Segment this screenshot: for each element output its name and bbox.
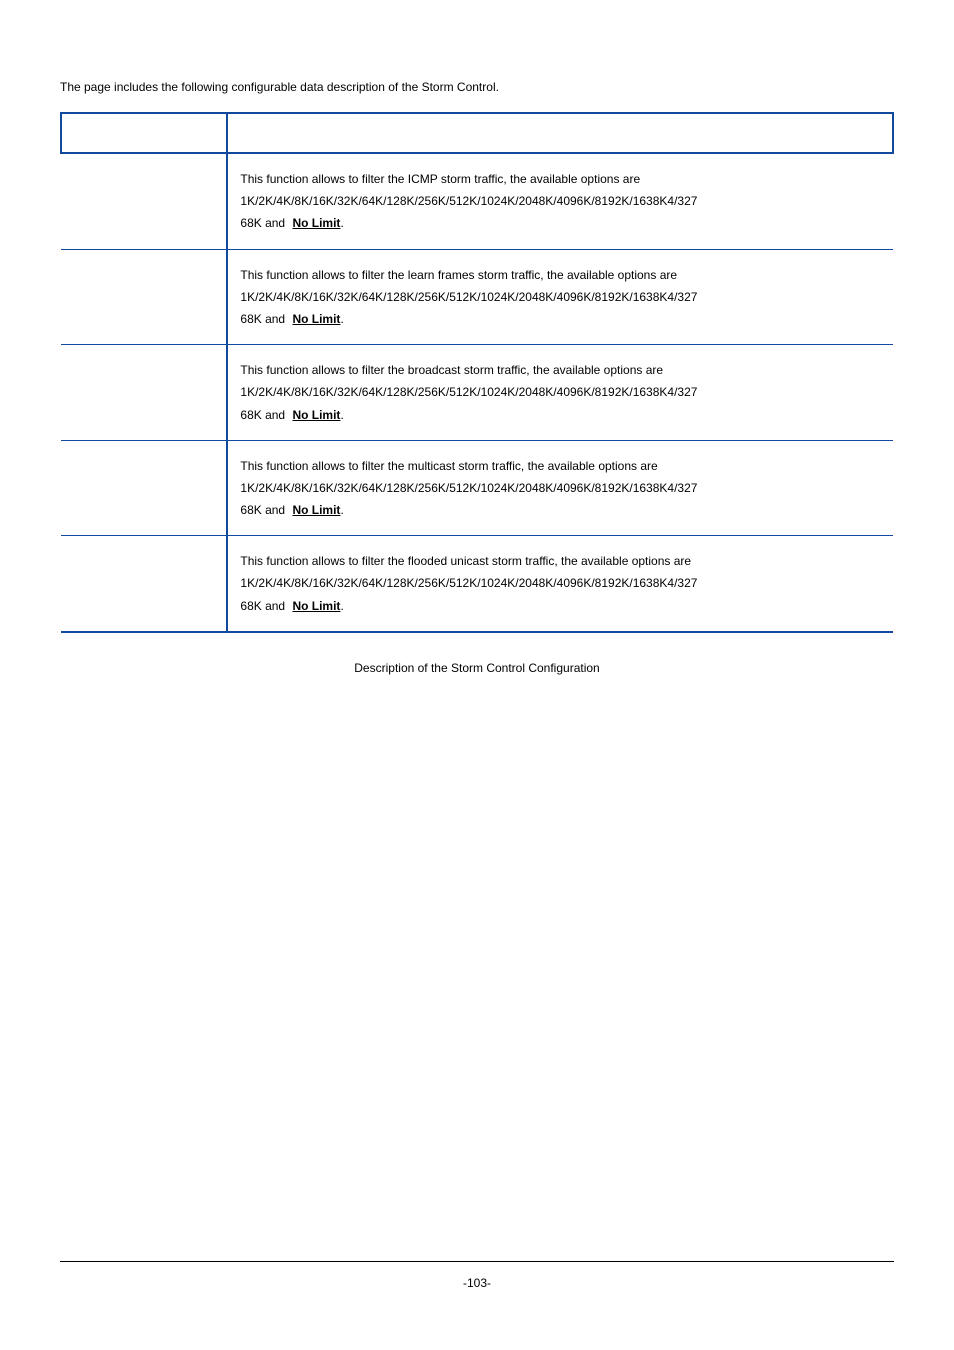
desc-line1: This function allows to filter the flood… xyxy=(240,554,691,568)
desc-line1: This function allows to filter the ICMP … xyxy=(240,172,640,186)
row-desc: This function allows to filter the multi… xyxy=(227,440,893,536)
no-limit-text: No Limit xyxy=(288,599,340,613)
row-label-broadcast: Broadcast Rate xyxy=(61,345,227,441)
desc-line3b: . xyxy=(340,216,343,230)
no-limit-text: No Limit xyxy=(288,408,340,422)
desc-line1: This function allows to filter the multi… xyxy=(240,459,657,473)
table-caption: Description of the Storm Control Configu… xyxy=(60,661,894,675)
desc-line3b: . xyxy=(340,408,343,422)
desc-line1: This function allows to filter the broad… xyxy=(240,363,663,377)
table-header-row: Object Description xyxy=(61,113,893,153)
table-row: ICMP Rate This function allows to filter… xyxy=(61,153,893,249)
intro-prefix: The page includes the following configur… xyxy=(60,80,327,94)
no-limit-text: No Limit xyxy=(288,503,340,517)
desc-line2: 1K/2K/4K/8K/16K/32K/64K/128K/256K/512K/1… xyxy=(240,481,697,495)
caption-text: Description of the Storm Control Configu… xyxy=(354,661,599,675)
row-desc: This function allows to filter the ICMP … xyxy=(227,153,893,249)
desc-line3a: 68K and xyxy=(240,503,288,517)
intro-suffix: description of the Storm Control. xyxy=(327,80,499,94)
desc-line2: 1K/2K/4K/8K/16K/32K/64K/128K/256K/512K/1… xyxy=(240,576,697,590)
desc-line3a: 68K and xyxy=(240,599,288,613)
desc-line3b: . xyxy=(340,599,343,613)
desc-line3a: 68K and xyxy=(240,408,288,422)
desc-line3b: . xyxy=(340,312,343,326)
table-row: Learn Frames Rate This function allows t… xyxy=(61,249,893,345)
desc-line3b: . xyxy=(340,503,343,517)
table-row: Broadcast Rate This function allows to f… xyxy=(61,345,893,441)
table-row: Multicast Rate This function allows to f… xyxy=(61,440,893,536)
no-limit-text: No Limit xyxy=(288,216,340,230)
intro-paragraph: The page includes the following configur… xyxy=(60,80,894,94)
page-number: -103- xyxy=(463,1276,491,1290)
desc-line2: 1K/2K/4K/8K/16K/32K/64K/128K/256K/512K/1… xyxy=(240,290,697,304)
row-desc: This function allows to filter the flood… xyxy=(227,536,893,632)
row-label-flooded: Flooded unicast Rate xyxy=(61,536,227,632)
row-label-multicast: Multicast Rate xyxy=(61,440,227,536)
row-desc: This function allows to filter the broad… xyxy=(227,345,893,441)
table-row: Flooded unicast Rate This function allow… xyxy=(61,536,893,632)
header-object: Object xyxy=(61,113,227,153)
header-description: Description xyxy=(227,113,893,153)
desc-line1: This function allows to filter the learn… xyxy=(240,268,677,282)
desc-line3a: 68K and xyxy=(240,216,288,230)
page-footer: -103- xyxy=(60,1261,894,1290)
row-desc: This function allows to filter the learn… xyxy=(227,249,893,345)
desc-line2: 1K/2K/4K/8K/16K/32K/64K/128K/256K/512K/1… xyxy=(240,194,697,208)
desc-line3a: 68K and xyxy=(240,312,288,326)
desc-line2: 1K/2K/4K/8K/16K/32K/64K/128K/256K/512K/1… xyxy=(240,385,697,399)
row-label-learn: Learn Frames Rate xyxy=(61,249,227,345)
no-limit-text: No Limit xyxy=(288,312,340,326)
row-label-icmp: ICMP Rate xyxy=(61,153,227,249)
storm-control-table: Object Description ICMP Rate This functi… xyxy=(60,112,894,633)
